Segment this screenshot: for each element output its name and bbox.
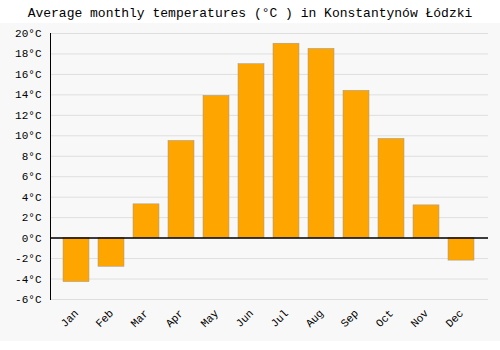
svg-text:Feb: Feb: [94, 307, 116, 329]
svg-text:Aug: Aug: [304, 307, 326, 329]
svg-text:-4°C: -4°C: [15, 274, 42, 286]
svg-text:Oct: Oct: [374, 307, 396, 329]
svg-text:Sep: Sep: [339, 307, 361, 329]
svg-text:Mar: Mar: [129, 307, 151, 329]
svg-text:8°C: 8°C: [22, 151, 42, 163]
svg-text:Jul: Jul: [269, 307, 291, 329]
svg-text:Apr: Apr: [164, 307, 186, 329]
svg-text:6°C: 6°C: [22, 171, 42, 183]
svg-text:May: May: [199, 307, 222, 330]
svg-text:Dec: Dec: [444, 307, 466, 329]
svg-text:20°C: 20°C: [15, 28, 42, 40]
svg-text:2°C: 2°C: [22, 212, 42, 224]
html-text:Average monthly temperatures (: Average monthly temperatures (°C ) in Ko…: [27, 6, 473, 21]
svg-text:4°C: 4°C: [22, 192, 42, 204]
svg-text:10°C: 10°C: [15, 130, 42, 142]
svg-text:-2°C: -2°C: [15, 253, 42, 265]
svg-text:-6°C: -6°C: [15, 294, 42, 306]
svg-text:0°C: 0°C: [22, 233, 42, 245]
svg-text:Jan: Jan: [59, 307, 81, 329]
svg-text:12°C: 12°C: [15, 110, 42, 122]
svg-text:14°C: 14°C: [15, 89, 42, 101]
svg-text:16°C: 16°C: [15, 69, 42, 81]
svg-text:Jun: Jun: [234, 307, 256, 329]
svg-text:Nov: Nov: [409, 307, 432, 330]
svg-text:18°C: 18°C: [15, 48, 42, 60]
